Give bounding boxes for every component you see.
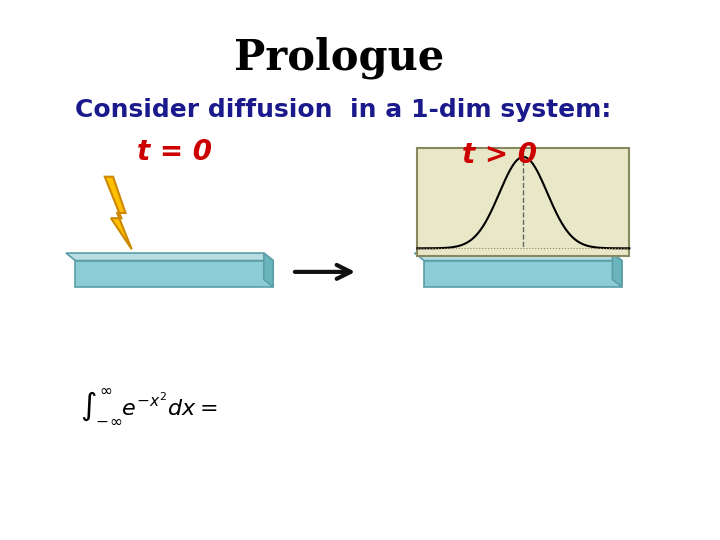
- Polygon shape: [424, 261, 622, 287]
- Text: t > 0: t > 0: [462, 141, 536, 169]
- Polygon shape: [66, 253, 273, 261]
- FancyBboxPatch shape: [418, 147, 629, 256]
- Polygon shape: [415, 253, 622, 261]
- Text: Consider diffusion  in a 1-dim system:: Consider diffusion in a 1-dim system:: [76, 98, 611, 122]
- Polygon shape: [76, 261, 273, 287]
- Polygon shape: [264, 253, 273, 287]
- Text: Prologue: Prologue: [234, 37, 444, 79]
- Polygon shape: [105, 177, 132, 249]
- Text: t = 0: t = 0: [137, 138, 212, 166]
- Text: $\int_{-\infty}^{\infty} e^{-x^2} dx = $: $\int_{-\infty}^{\infty} e^{-x^2} dx = $: [80, 387, 217, 426]
- Polygon shape: [613, 253, 622, 287]
